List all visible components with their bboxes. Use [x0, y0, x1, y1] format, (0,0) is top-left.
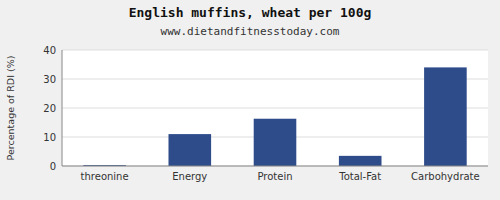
bar	[169, 134, 212, 166]
x-tick-label: Total-Fat	[338, 171, 381, 182]
bar	[339, 156, 382, 166]
x-tick-label: threonine	[81, 171, 129, 182]
y-tick-label: 40	[43, 45, 56, 56]
grid-line	[62, 166, 488, 167]
bars	[83, 67, 466, 166]
bar	[424, 67, 467, 166]
y-tick-label: 0	[50, 161, 56, 172]
plot-area	[62, 50, 488, 166]
x-axis	[62, 166, 488, 167]
y-tick-label: 30	[43, 74, 56, 85]
y-tick-label: 20	[43, 103, 56, 114]
x-tick-label: Carbohydrate	[411, 171, 480, 182]
y-tick-label: 10	[43, 132, 56, 143]
background	[0, 0, 500, 200]
title: English muffins, wheat per 100g	[129, 5, 372, 20]
bar	[254, 119, 297, 166]
y-axis	[62, 50, 63, 166]
grid-line	[62, 50, 488, 51]
chart: 0 10 20 30 40 threonine Energy Protein Total-Fat…	[0, 0, 500, 200]
subtitle: www.dietandfitnesstoday.com	[161, 25, 340, 38]
y-axis-label: Percentage of RDI (%)	[5, 56, 16, 161]
x-tick-label: Energy	[172, 171, 207, 182]
x-tick-label: Protein	[257, 171, 292, 182]
chart-container: 0 10 20 30 40 threonine Energy Protein Total-Fat…	[0, 0, 500, 200]
